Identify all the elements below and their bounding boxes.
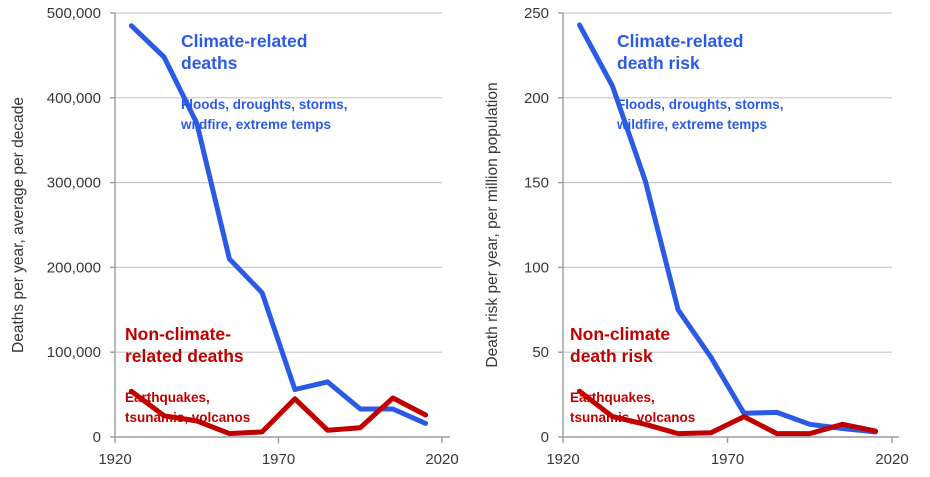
y-tick-label: 250 [524,5,549,22]
x-tick-label: 2020 [425,451,458,468]
y-tick-label: 100 [524,259,549,276]
y-tick-label: 200 [524,90,549,107]
left-chart-nonclimate-annotation: Non-climate- related deaths Earthquakes,… [125,305,297,445]
climate-related-deaths-line [128,23,429,426]
x-tick-label: 1970 [262,451,295,468]
x-tick-label: 2020 [875,451,908,468]
y-tick-label: 300,000 [47,175,101,192]
left-chart-climate-series-label: Climate-related deaths [181,31,308,74]
y-tick-label: 400,000 [47,90,101,107]
y-tick-label: 0 [93,429,101,446]
right-y-axis-title: Death risk per year, per million populat… [484,82,501,367]
non-climate-death-risk-line [577,388,878,437]
y-tick-label: 100,000 [47,344,101,361]
left-chart-climate-series-sublabel: Floods, droughts, storms, wildfire, extr… [181,97,348,132]
y-tick-label: 150 [524,175,549,192]
chart-deaths: 0 100,000 200,000 300,000 400,000 500,000 1920… [47,5,459,468]
non-climate-related-deaths-line [128,388,429,437]
x-tick-label: 1920 [546,451,579,468]
right-chart-climate-annotation: Climate-related death risk Floods, droug… [617,12,812,152]
right-chart-nonclimate-annotation: Non-climate death risk Earthquakes, tsun… [570,305,730,445]
chart-plot-layers: 0 100,000 200,000 300,000 400,000 500,000 1920… [47,5,909,468]
x-tick-label: 1970 [711,451,744,468]
left-chart-nonclimate-series-sublabel: Earthquakes, tsunamis, volcanos [125,390,251,425]
left-chart-nonclimate-series-label: Non-climate- related deaths [125,324,244,367]
y-tick-label: 0 [541,429,549,446]
right-chart-nonclimate-series-label: Non-climate death risk [570,324,671,367]
right-chart-climate-series-sublabel: Floods, droughts, storms, wildfire, extr… [617,97,784,132]
right-chart-nonclimate-series-sublabel: Earthquakes, tsunamis, volcanos [570,390,696,425]
x-tick-label: 1920 [98,451,131,468]
y-tick-label: 500,000 [47,5,101,22]
y-tick-label: 200,000 [47,259,101,276]
left-chart-climate-annotation: Climate-related deaths Floods, droughts,… [181,12,376,152]
right-chart-climate-series-label: Climate-related death risk [617,31,744,74]
chart-death-risk: 0 50 100 150 200 250 1920 1970 2020 [524,5,909,468]
left-y-axis-title: Deaths per year, average per decade [10,97,27,353]
y-tick-label: 50 [532,344,549,361]
